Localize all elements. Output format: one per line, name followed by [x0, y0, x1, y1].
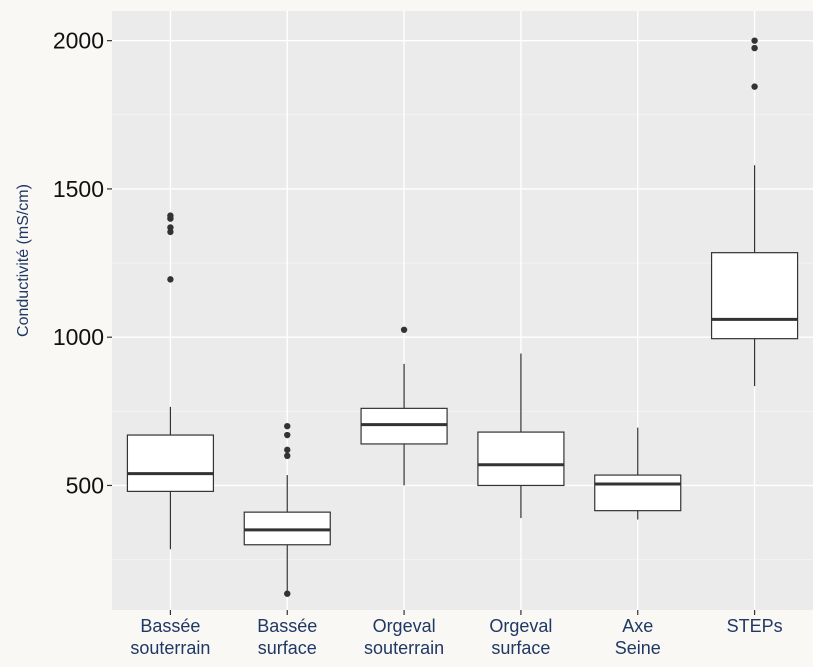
outlier-point [284, 590, 291, 597]
outlier-point [284, 422, 291, 430]
box-body [594, 474, 682, 512]
outlier-point [167, 212, 174, 219]
outlier-point [284, 431, 291, 439]
box-body [477, 431, 565, 487]
x-tick-label-line: Orgeval [489, 616, 552, 636]
box-group [710, 37, 799, 387]
x-tick-label: Bassée souterrain [130, 616, 210, 658]
box-series [126, 37, 799, 597]
y-tick-label: 500 [66, 472, 104, 498]
outlier-point [284, 446, 291, 454]
box-group [477, 353, 565, 519]
outlier-point [751, 44, 758, 52]
outlier-point [167, 228, 174, 236]
y-axis-label: Conductivité (mS/cm) [15, 184, 32, 337]
y-tick-label: 2000 [53, 28, 104, 54]
x-tick-label: STEPs [727, 616, 783, 636]
plot-panel [112, 11, 813, 610]
box-group [594, 427, 682, 520]
x-tick-label: Axe Seine [615, 616, 661, 658]
box-body [126, 434, 215, 492]
box-group [360, 326, 448, 486]
x-tick-label-line: Bassée [257, 616, 317, 636]
x-tick-label-line: souterrain [364, 638, 444, 658]
x-tick-label-line: STEPs [727, 616, 783, 636]
x-tick-label: Orgeval surface [489, 616, 552, 658]
y-axis: 500 1000 1500 2000 [53, 28, 112, 498]
x-tick-label-line: surface [258, 638, 317, 658]
x-tick-label-line: Bassée [140, 616, 200, 636]
x-tick-label-line: Seine [615, 638, 661, 658]
x-tick-label: Bassée surface [257, 616, 317, 658]
outlier-point [751, 37, 758, 44]
x-tick-label-line: Axe [622, 616, 653, 636]
box-group [243, 422, 331, 597]
x-tick-label-line: Orgeval [373, 616, 436, 636]
outlier-point [284, 452, 291, 460]
y-tick-label: 1000 [53, 324, 104, 350]
outlier-point [751, 83, 758, 90]
x-tick-label-line: surface [491, 638, 550, 658]
x-tick-label: Orgeval souterrain [364, 616, 444, 658]
outlier-point [167, 224, 174, 231]
box-body [710, 252, 799, 340]
box-group [126, 212, 215, 550]
x-tick-label-line: souterrain [130, 638, 210, 658]
outlier-point [400, 326, 408, 333]
outlier-point [167, 276, 174, 283]
y-tick-label: 1500 [53, 176, 104, 202]
